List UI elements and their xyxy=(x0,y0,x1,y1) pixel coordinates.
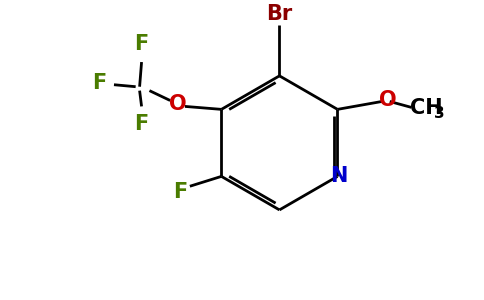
Text: F: F xyxy=(92,73,106,93)
Text: F: F xyxy=(173,182,187,202)
Text: O: O xyxy=(169,94,187,114)
Text: CH: CH xyxy=(410,98,442,118)
Text: 3: 3 xyxy=(434,106,444,121)
Text: O: O xyxy=(379,89,396,110)
Text: F: F xyxy=(135,114,149,134)
Text: Br: Br xyxy=(266,4,293,24)
Text: N: N xyxy=(330,167,347,186)
Text: F: F xyxy=(135,34,149,54)
